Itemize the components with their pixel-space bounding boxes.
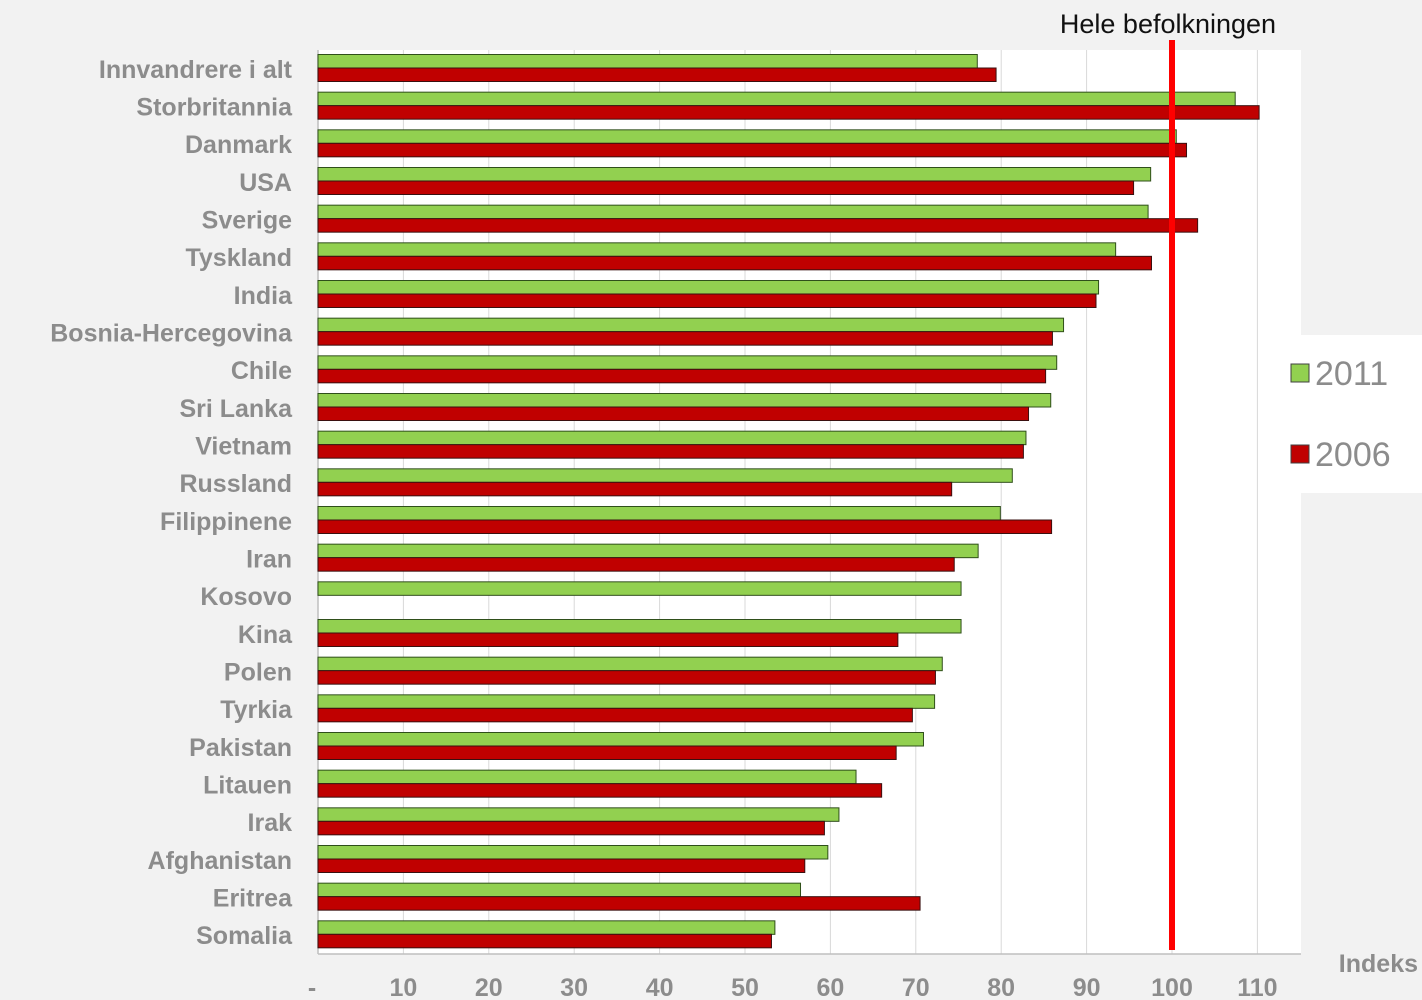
x-tick-label-10: 100 — [1151, 974, 1193, 1000]
reference-line-label: Hele befolkningen — [1060, 9, 1276, 39]
category-label-filippinene: Filippinene — [160, 508, 292, 536]
bar-chile-2006 — [317, 368, 1047, 384]
bar-tyrkia-2011 — [317, 694, 936, 709]
legend: 2011 2006 — [1258, 335, 1422, 493]
x-tick-label-4: 40 — [646, 974, 674, 1000]
x-tick-label-1: 10 — [389, 974, 417, 1000]
bar-litauen-2011 — [317, 769, 857, 785]
legend-swatch-2006 — [1290, 444, 1310, 464]
category-label-iran: Iran — [246, 546, 292, 574]
category-label-kina: Kina — [238, 621, 293, 649]
bar-sri-lanka-2011 — [317, 393, 1052, 408]
bar-storbritannia-2006 — [317, 105, 1260, 120]
bar-kosovo-2011 — [317, 581, 962, 596]
bar-tyskland-2011 — [317, 242, 1117, 257]
bars — [317, 54, 1260, 949]
bar-tyrkia-2006 — [317, 707, 913, 723]
bar-filippinene-2011 — [317, 506, 1001, 521]
category-label-somalia: Somalia — [196, 922, 293, 950]
x-tick-label-7: 70 — [902, 974, 930, 1000]
bar-pakistan-2011 — [317, 732, 924, 747]
x-tick-label-5: 50 — [731, 974, 759, 1000]
bar-iran-2011 — [317, 543, 979, 559]
bar-bosnia-hercegovina-2006 — [317, 331, 1053, 346]
category-label-irak: Irak — [248, 809, 293, 837]
category-label-polen: Polen — [224, 659, 292, 687]
category-label-tyskland: Tyskland — [185, 244, 292, 272]
bar-danmark-2006 — [317, 142, 1188, 158]
bar-chile-2011 — [317, 355, 1058, 370]
category-label-eritrea: Eritrea — [213, 885, 293, 913]
bar-pakistan-2006 — [317, 745, 897, 760]
bar-kina-2006 — [317, 632, 899, 647]
bar-somalia-2006 — [317, 933, 772, 949]
bar-vietnam-2006 — [317, 444, 1024, 459]
x-tick-label-11: 110 — [1237, 974, 1277, 1000]
bar-tyskland-2006 — [317, 255, 1153, 271]
bar-iran-2006 — [317, 557, 955, 572]
category-label-innvandrere-i-alt: Innvandrere i alt — [99, 56, 293, 84]
category-label-tyrkia: Tyrkia — [220, 696, 293, 724]
category-label-russland: Russland — [179, 470, 292, 498]
plot-area — [318, 50, 1301, 954]
x-tick-label-3: 30 — [560, 974, 588, 1000]
bar-sri-lanka-2006 — [317, 406, 1030, 421]
legend-swatch-2011 — [1290, 363, 1310, 383]
legend-background — [1258, 335, 1422, 493]
x-axis-title: Indeks — [1339, 950, 1418, 978]
legend-label-2011: 2011 — [1315, 355, 1388, 393]
bar-india-2011 — [317, 280, 1100, 295]
bar-russland-2006 — [317, 481, 953, 497]
bar-polen-2011 — [317, 656, 943, 672]
category-label-usa: USA — [239, 169, 292, 197]
x-tick-label-9: 90 — [1073, 974, 1101, 1000]
bar-sverige-2011 — [317, 204, 1149, 220]
bar-danmark-2011 — [317, 129, 1177, 144]
category-label-litauen: Litauen — [203, 772, 292, 800]
category-label-afghanistan: Afghanistan — [148, 847, 292, 875]
category-label-danmark: Danmark — [185, 131, 292, 159]
bar-somalia-2011 — [317, 920, 776, 935]
bar-innvandrere-i-alt-2011 — [317, 54, 978, 69]
bar-usa-2006 — [317, 180, 1135, 195]
category-label-sverige: Sverige — [202, 207, 292, 235]
bar-filippinene-2006 — [317, 519, 1053, 534]
legend-label-2006: 2006 — [1315, 436, 1391, 474]
category-label-storbritannia: Storbritannia — [136, 94, 293, 122]
bar-polen-2006 — [317, 670, 936, 685]
bar-afghanistan-2006 — [317, 858, 806, 873]
bar-vietnam-2011 — [317, 430, 1027, 446]
category-labels: Innvandrere i alt Storbritannia Danmark USA… — [50, 56, 293, 950]
x-tick-label-8: 80 — [987, 974, 1015, 1000]
bar-litauen-2006 — [317, 783, 883, 798]
bar-russland-2011 — [317, 468, 1013, 483]
category-label-sri-lanka: Sri Lanka — [179, 395, 293, 423]
x-tick-label-2: 20 — [475, 974, 503, 1000]
bar-innvandrere-i-alt-2006 — [317, 67, 997, 82]
bar-eritrea-2011 — [317, 882, 802, 898]
category-label-kosovo: Kosovo — [200, 583, 292, 611]
category-label-india: India — [234, 282, 293, 310]
bar-sverige-2006 — [317, 218, 1199, 233]
bar-usa-2011 — [317, 167, 1152, 182]
bar-eritrea-2006 — [317, 896, 921, 911]
bar-irak-2011 — [317, 807, 840, 822]
x-tick-labels: - 10 20 30 40 50 60 70 80 90 100 110 — [308, 974, 1278, 1000]
category-label-pakistan: Pakistan — [189, 734, 292, 762]
bar-afghanistan-2011 — [317, 845, 829, 860]
category-label-bosnia-hercegovina: Bosnia-Hercegovina — [50, 320, 293, 348]
bar-storbritannia-2011 — [317, 91, 1236, 107]
bar-kina-2011 — [317, 619, 962, 634]
x-tick-label-0: - — [308, 974, 316, 1000]
bar-india-2006 — [317, 293, 1097, 308]
category-label-vietnam: Vietnam — [195, 433, 292, 461]
bar-irak-2006 — [317, 820, 825, 836]
bar-bosnia-hercegovina-2011 — [317, 317, 1065, 333]
x-tick-label-6: 60 — [816, 974, 844, 1000]
category-label-chile: Chile — [231, 357, 292, 385]
